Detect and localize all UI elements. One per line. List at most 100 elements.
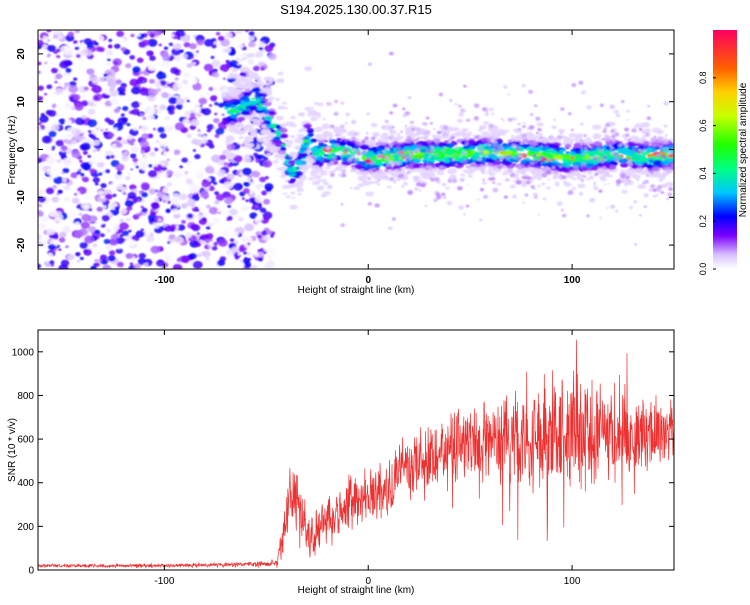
spectrogram-cell <box>162 187 171 194</box>
spectrogram-cell <box>389 177 394 181</box>
spectrogram-cell <box>310 173 316 177</box>
spectrogram-cell <box>545 149 551 152</box>
spectrogram-cell <box>354 164 363 169</box>
spectrogram-cell <box>521 171 526 175</box>
spectrogram-cell <box>94 155 104 163</box>
spectrogram-cell <box>653 135 657 139</box>
spectrogram-cell <box>579 192 583 196</box>
spectrogram-cell <box>514 164 517 167</box>
spectrogram-cell <box>346 141 355 147</box>
spectrogram-cell <box>91 85 102 94</box>
spectrogram-cell <box>662 139 669 144</box>
spectrogram-cell <box>435 153 439 156</box>
spectrogram-cell <box>433 198 438 202</box>
spectrogram-cell <box>347 132 355 137</box>
spectrogram-cell <box>462 145 470 150</box>
spectrogram-cell <box>156 71 167 80</box>
spectrogram-cell <box>91 129 100 136</box>
spectrogram-cell <box>667 151 673 155</box>
spectrogram-cell <box>646 116 652 121</box>
spectrogram-cell <box>116 170 122 176</box>
spectrogram-cell <box>88 159 96 166</box>
spectrogram-cell <box>537 184 541 187</box>
spectrogram-cell <box>197 113 202 118</box>
spectrogram-cell <box>38 210 44 218</box>
spectrogram-cell <box>38 121 42 126</box>
spectrogram-cell <box>586 105 592 110</box>
spectrogram-cell <box>256 231 261 235</box>
spectrogram-cell <box>643 193 649 198</box>
spectrogram-cell <box>82 52 88 57</box>
spectrogram-cell <box>394 140 398 144</box>
spectrogram-cell <box>136 57 144 63</box>
spectrogram-cell <box>539 136 544 139</box>
spectrogram-cell <box>398 142 401 145</box>
spectrogram-cell <box>593 140 603 147</box>
spectrogram-cell <box>597 166 600 169</box>
spectrogram-cell <box>666 197 670 200</box>
spectrogram-cell <box>571 82 577 88</box>
spectrogram-cell <box>157 126 165 133</box>
spectrogram-cell <box>205 230 209 233</box>
spectrogram-cell <box>117 245 122 250</box>
spectrogram-cell <box>492 144 498 149</box>
spectrogram-cell <box>407 190 414 195</box>
spectrogram-cell <box>479 164 483 167</box>
spectrogram-cell <box>190 118 200 127</box>
spectrogram-cell <box>183 84 193 92</box>
spectrogram-cell <box>121 117 128 123</box>
spectrogram-cell <box>438 92 444 97</box>
spectrogram-cell <box>229 121 236 126</box>
spectrogram-cell <box>527 150 536 155</box>
spectrogram-cell <box>67 31 75 37</box>
spectrogram-cell <box>430 148 435 152</box>
spectrogram-cell <box>74 103 84 111</box>
spectrogram-cell <box>130 33 135 38</box>
spectrogram-cell <box>463 84 467 88</box>
spectrogram-cell <box>285 144 292 148</box>
spectrogram-cell <box>647 105 651 108</box>
spectrogram-cell <box>383 137 390 141</box>
spectrogram-cell <box>258 119 264 123</box>
spectrogram-cell <box>198 176 203 180</box>
spectrogram-cell <box>56 211 63 216</box>
spectrogram-cell <box>637 148 642 152</box>
spectrogram-cell <box>484 143 489 146</box>
spectrogram-cell <box>447 170 453 174</box>
spectrogram-cell <box>551 144 560 149</box>
spectrogram-cell <box>326 102 333 107</box>
spectrogram-cell <box>323 139 328 143</box>
spectrogram-cell <box>221 113 225 116</box>
spectrogram-cell <box>659 179 662 182</box>
spectrogram-cell <box>247 242 251 246</box>
spectrogram-cell <box>423 132 428 136</box>
spectrogram-cell <box>38 206 42 210</box>
spectrogram-cell <box>415 182 422 187</box>
spectrogram-cell <box>86 68 95 75</box>
spectrogram-cell <box>263 245 272 252</box>
spectrogram-cell <box>316 102 324 107</box>
y-tick-label: 10 <box>16 96 27 108</box>
spectrogram-cell <box>479 188 485 192</box>
spectrogram-cell <box>326 163 333 167</box>
spectrogram-cell <box>79 159 83 163</box>
spectrogram-cell <box>466 184 469 186</box>
spectrogram-cell <box>388 136 393 140</box>
spectrogram-cell <box>492 181 496 184</box>
spectrogram-cell <box>480 164 488 169</box>
spectrogram-cell <box>39 115 49 123</box>
spectrogram-cell <box>87 154 92 158</box>
spectrogram-cell <box>616 134 620 137</box>
spectrogram-cell <box>542 166 548 171</box>
spectrogram-cell <box>124 143 131 149</box>
spectrogram-cell <box>558 165 563 169</box>
spectrogram-cell <box>150 245 161 254</box>
spectrogram-cell <box>404 158 409 162</box>
spectrogram-cell <box>663 101 669 106</box>
spectrogram-cell <box>565 151 570 154</box>
spectrogram-cell <box>126 239 136 247</box>
spectrogram-cell <box>512 180 517 183</box>
spectrogram-cell <box>114 38 120 43</box>
spectrogram-cell <box>148 78 155 84</box>
spectrogram-cell <box>582 174 587 178</box>
